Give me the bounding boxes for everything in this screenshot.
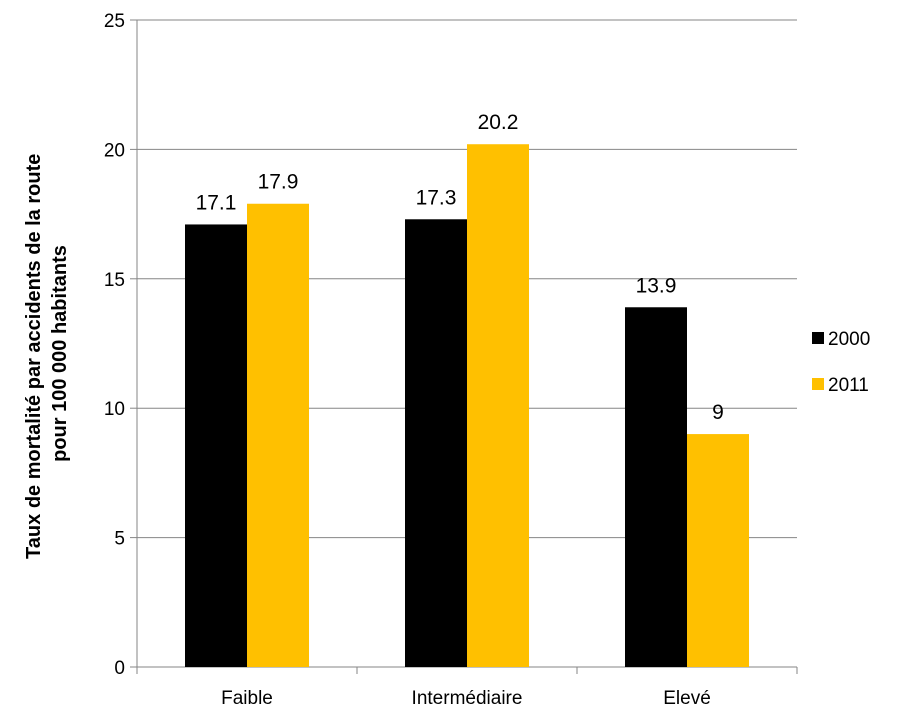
- y-tick-label: 0: [114, 658, 125, 679]
- bars: [185, 144, 749, 667]
- data-label: 13.9: [636, 274, 677, 297]
- y-tick-label: 5: [114, 529, 125, 550]
- bar-2000-Faible: [185, 224, 247, 667]
- legend-swatch-2011: [812, 378, 824, 390]
- x-tick-label: Elevé: [663, 688, 711, 709]
- legend-swatch-2000: [812, 332, 824, 344]
- data-label: 17.3: [416, 186, 457, 209]
- bar-2000-Elevé: [625, 307, 687, 667]
- x-tick-labels: Faible Intermédiaire Elevé: [221, 688, 711, 709]
- y-tick-label: 25: [104, 11, 125, 32]
- legend-label: 2011: [828, 375, 869, 396]
- data-label: 9: [712, 401, 724, 424]
- x-tick-label: Intermédiaire: [412, 688, 523, 709]
- bar-2011-Elevé: [687, 434, 749, 667]
- y-tick-label: 15: [104, 270, 125, 291]
- data-label: 17.1: [196, 191, 237, 214]
- y-axis-label: Taux de mortalité par accidents de la ro…: [23, 148, 71, 559]
- y-axis-label-line-1: Taux de mortalité par accidents de la ro…: [23, 154, 45, 559]
- data-label: 20.2: [478, 111, 519, 134]
- legend: 2000 2011: [812, 329, 870, 396]
- y-tick-label: 20: [104, 140, 125, 161]
- y-tick-label: 10: [104, 399, 125, 420]
- y-axis-label-line-2: pour 100 000 habitants: [49, 245, 71, 462]
- y-tick-labels: 0 5 10 15 20 25: [104, 11, 125, 679]
- bar-2000-Intermédiaire: [405, 219, 467, 667]
- x-tick-label: Faible: [221, 688, 273, 709]
- legend-label: 2000: [828, 329, 870, 350]
- bar-2011-Intermédiaire: [467, 144, 529, 667]
- data-label: 17.9: [258, 171, 299, 194]
- bar-2011-Faible: [247, 204, 309, 667]
